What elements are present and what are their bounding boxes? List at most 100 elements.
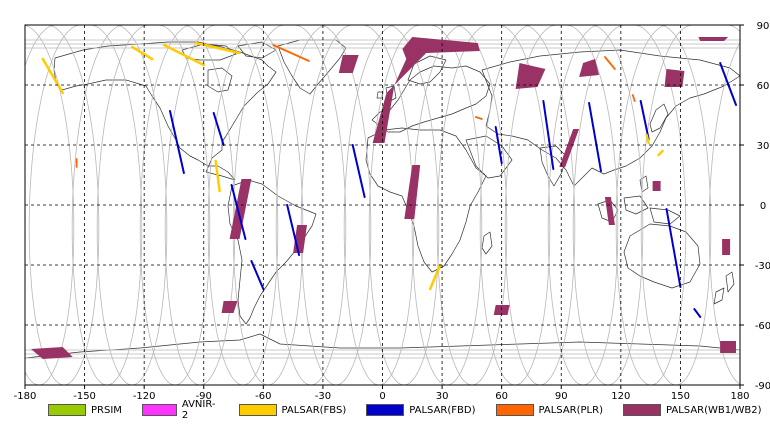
palsar-fbs-swath — [41, 57, 64, 95]
x-tick-label: 30 — [436, 391, 449, 402]
palsar-fbs-swath — [657, 149, 664, 157]
orbit-track — [547, 25, 619, 385]
palsar-fbd-swath — [542, 100, 555, 170]
palsar-wb-swath — [722, 239, 731, 255]
orbit-track — [504, 25, 576, 385]
palsar-fbd-swath — [286, 204, 301, 256]
legend-swatch — [238, 404, 277, 416]
palsar-plr-swath — [272, 44, 310, 62]
legend-label: PALSAR(FBD) — [409, 404, 476, 416]
palsar-fbs-swath — [162, 43, 205, 67]
legend-label: PALSAR(WB1/WB2) — [665, 404, 762, 416]
palsar-wb-swath — [652, 181, 661, 191]
x-tick-label: 60 — [495, 391, 508, 402]
asia-coast — [481, 49, 740, 187]
palsar-fbs-swath — [214, 159, 221, 193]
orbit-track — [164, 25, 236, 385]
x-axis-ticks: -180 -150 -120 -90 -60 -30 0 30 60 90 120 150 180 — [14, 385, 750, 402]
orbit-track — [28, 25, 100, 385]
palsar-wb-swath — [698, 37, 729, 41]
palsar-fbs-swath — [645, 133, 650, 145]
x-tick-label: -150 — [73, 391, 96, 402]
orbit-track — [640, 25, 712, 385]
x-tick-label: -90 — [196, 391, 212, 402]
orbit-track — [479, 25, 551, 385]
palsar-wb-swath — [604, 197, 615, 225]
orbit-track — [300, 25, 372, 385]
palsar-wb-swath — [221, 301, 238, 313]
orbit-track — [708, 25, 740, 385]
palsar-wb-swath — [664, 69, 685, 87]
x-tick-label: 90 — [555, 391, 568, 402]
orbit-track — [232, 25, 304, 385]
palsar-fbd-swath — [693, 308, 702, 318]
hudson-bay — [207, 67, 233, 93]
orbit-track — [71, 25, 143, 385]
legend-swatch — [622, 404, 661, 416]
y-tick-label: -90 — [755, 381, 770, 392]
y-tick-label: 90 — [757, 21, 770, 32]
orbit-track — [96, 25, 168, 385]
southeast-asia-islands — [597, 175, 681, 225]
legend-swatch — [48, 404, 86, 416]
x-tick-label: 0 — [379, 391, 385, 402]
legend-item: PALSAR(FBD) — [366, 404, 476, 416]
x-tick-label: 180 — [730, 391, 749, 402]
palsar-fbs-swath — [428, 263, 442, 291]
x-tick-label: -120 — [133, 391, 156, 402]
x-tick-label: 150 — [671, 391, 690, 402]
palsar-plr-swath — [631, 94, 636, 102]
x-tick-label: -180 — [14, 391, 37, 402]
palsar-fbd-swath — [212, 112, 225, 146]
orbit-track — [343, 25, 415, 385]
x-tick-label: -60 — [255, 391, 271, 402]
orbit-track — [275, 25, 347, 385]
orbit-track — [0, 25, 6, 385]
palsar-wb-swath — [229, 179, 252, 239]
legend-swatch — [366, 404, 405, 416]
palsar-fbs-swath — [131, 45, 154, 61]
palsar-wb-swath — [559, 129, 580, 167]
palsar-fbd-swath — [250, 260, 265, 290]
antarctica-coast — [25, 333, 740, 359]
legend-item: PALSAR(FBS) — [238, 404, 346, 416]
palsar-fbd-swath — [168, 110, 185, 174]
palsar-fbs-swath — [194, 41, 241, 55]
legend-swatch — [141, 404, 177, 416]
palsar-fbd-swath — [719, 62, 738, 106]
palsar-wb-swath — [31, 347, 73, 359]
south-america-coast — [227, 179, 317, 325]
legend-item: PALSAR(PLR) — [495, 404, 603, 416]
y-tick-label: -30 — [755, 261, 770, 272]
y-tick-label: -60 — [755, 321, 770, 332]
legend-label: PRSIM — [91, 404, 122, 416]
orbit-track — [411, 25, 483, 385]
y-tick-label: 30 — [757, 141, 770, 152]
orbit-track — [615, 25, 687, 385]
orbit-track — [572, 25, 644, 385]
palsar-plr-swath — [474, 116, 483, 120]
palsar-fbd-swath — [588, 102, 602, 172]
y-tick-label: 0 — [760, 201, 766, 212]
legend-label: AVNIR-2 — [181, 399, 216, 421]
palsar-wb-swath — [579, 59, 599, 77]
palsar-fbd-swath — [351, 144, 366, 198]
palsar-plr-swath — [604, 56, 616, 70]
new-zealand — [713, 271, 735, 305]
legend-item: PRSIM — [48, 404, 122, 416]
japan — [649, 103, 669, 133]
orbit-track — [207, 25, 279, 385]
legend-label: PALSAR(PLR) — [538, 404, 603, 416]
palsar-fbd-swath — [494, 126, 503, 164]
india — [539, 145, 567, 187]
palsar-fbd-swath — [665, 208, 682, 288]
legend-swatch — [495, 404, 534, 416]
palsar-wb-swath — [338, 55, 359, 73]
legend-item: AVNIR-2 — [141, 399, 219, 421]
orbit-track — [368, 25, 440, 385]
orbit-track — [25, 25, 75, 385]
legend: PRSIM AVNIR-2 PALSAR(FBS) PALSAR(FBD) PALSAR… — [48, 399, 770, 421]
arabia — [465, 135, 513, 179]
palsar-wb-swath — [372, 37, 480, 143]
